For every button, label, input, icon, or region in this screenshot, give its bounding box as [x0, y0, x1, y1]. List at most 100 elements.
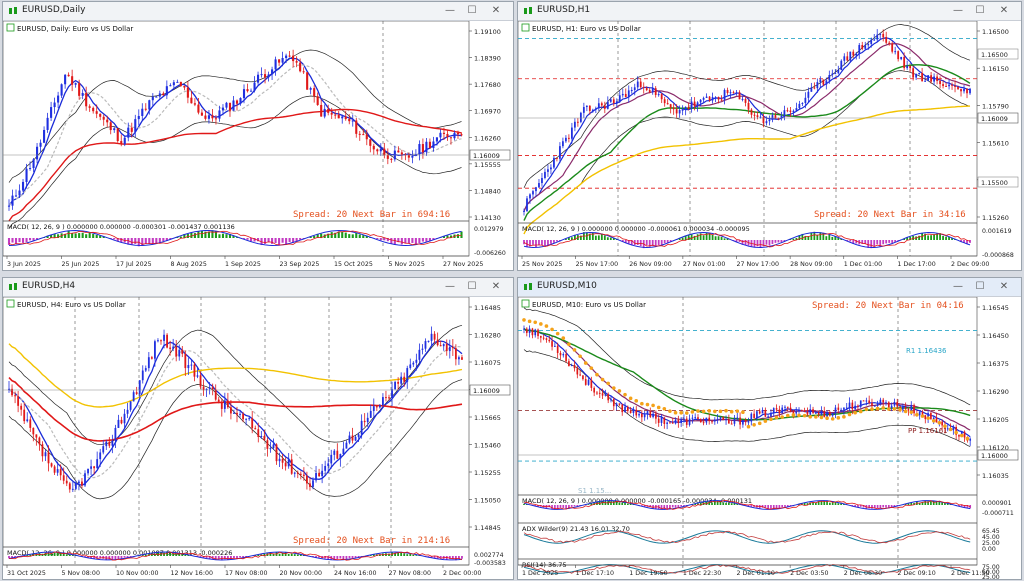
candle-body: [761, 409, 764, 414]
candle-body: [624, 406, 626, 413]
candle-body: [256, 74, 260, 83]
candle-body: [792, 411, 795, 414]
candle-body: [846, 56, 849, 61]
candle-body: [406, 368, 409, 382]
candle-body: [806, 411, 809, 415]
candle-body: [269, 448, 272, 450]
close-button[interactable]: ✕: [999, 281, 1009, 292]
minimize-button[interactable]: —: [953, 5, 963, 16]
parabolic-sar-dot: [847, 412, 852, 417]
parabolic-sar-dot: [645, 402, 650, 407]
candle-body: [854, 405, 856, 410]
chart-window-m10[interactable]: EURUSD,M10 — ☐ ✕ 1.16545 1.16450 1.16375 1.…: [517, 277, 1022, 580]
candle-body: [800, 409, 803, 411]
candle-body: [193, 103, 196, 105]
candle-body: [615, 101, 618, 104]
candle-body: [383, 148, 386, 156]
candle-body: [105, 441, 108, 447]
time-tick-label: 5 Nov 08:00: [62, 570, 100, 577]
candle-body: [550, 167, 552, 170]
maximize-button[interactable]: ☐: [975, 5, 985, 16]
price-chart[interactable]: 1.16545 1.16450 1.16375 1.16290 1.16205 1.161…: [518, 297, 1021, 579]
price-tick-label: 1.16120: [982, 444, 1009, 452]
window-titlebar[interactable]: EURUSD,M10 — ☐ ✕: [518, 278, 1021, 297]
candle-body: [690, 101, 693, 109]
candle-body: [28, 168, 32, 170]
candle-body: [29, 419, 32, 428]
candle-body: [230, 407, 232, 414]
candle-body: [747, 102, 750, 110]
candle-body: [789, 110, 792, 113]
price-tick-label: 1.15665: [474, 414, 501, 422]
candle-body: [394, 381, 396, 390]
parabolic-sar-dot: [662, 406, 667, 411]
close-button[interactable]: ✕: [491, 5, 501, 16]
candle-body: [855, 53, 858, 56]
candle-body: [739, 417, 741, 425]
candle-body: [876, 34, 879, 40]
chart-window-h1[interactable]: EURUSD,H1 — ☐ ✕ 1.16500 1.16150 1.15790 1.1…: [517, 1, 1022, 271]
maximize-button[interactable]: ☐: [975, 281, 985, 292]
candle-body: [717, 97, 720, 100]
chart-symbol-label: EURUSD, M10: Euro vs US Dollar: [532, 301, 646, 309]
maximize-button[interactable]: ☐: [467, 5, 477, 16]
candle-body: [190, 97, 193, 104]
window-titlebar[interactable]: EURUSD,Daily — ☐ ✕: [3, 2, 513, 21]
candle-body: [729, 92, 732, 94]
candle-body: [756, 115, 759, 118]
chart-window-daily[interactable]: EURUSD,Daily — ☐ ✕ 1.19100 1.18390 1.17680…: [2, 1, 514, 271]
parabolic-sar-dot: [567, 342, 571, 347]
candle-body: [906, 65, 909, 69]
chart-icon: [524, 7, 532, 14]
candle-body: [403, 376, 406, 382]
minimize-button[interactable]: —: [953, 281, 963, 292]
candle-body: [165, 86, 168, 96]
candle-body: [421, 348, 424, 350]
time-tick-label: 27 Nov 17:00: [737, 261, 779, 268]
price-tick-label: 1.17680: [474, 81, 501, 89]
chart-window-h4[interactable]: EURUSD,H4 — ☐ ✕ 1.16485 1.16280 1.16075 1.1…: [2, 277, 514, 580]
candle-body: [445, 344, 448, 352]
candle-body: [102, 116, 105, 120]
close-button[interactable]: ✕: [999, 5, 1009, 16]
candle-body: [539, 336, 542, 338]
candle-body: [714, 97, 717, 99]
candle-body: [183, 85, 186, 88]
candle-body: [166, 334, 168, 348]
candle-body: [840, 409, 842, 411]
window-titlebar[interactable]: EURUSD,H1 — ☐ ✕: [518, 2, 1021, 21]
candle-body: [53, 102, 56, 108]
candle-body: [207, 115, 210, 119]
candle-body: [948, 84, 950, 87]
price-tick-label: 1.16150: [982, 65, 1009, 73]
candle-body: [876, 404, 879, 406]
time-tick-label: 2 Dec 00:00: [443, 570, 481, 577]
price-tick-label: 1.16970: [474, 108, 501, 116]
window-titlebar[interactable]: EURUSD,H4 — ☐ ✕: [3, 278, 513, 297]
price-chart[interactable]: 1.19100 1.18390 1.17680 1.16970 1.16260 1.155…: [3, 21, 513, 270]
candle-body: [448, 346, 451, 352]
adx-line-main: [523, 530, 971, 544]
time-tick-label: 2 Dec 11:50: [951, 570, 989, 577]
candle-body: [603, 105, 606, 109]
price-chart[interactable]: 1.165001.161501.157901.156101.154301.152…: [518, 21, 1021, 270]
price-chart[interactable]: 1.164851.162801.160751.158701.156651.154…: [3, 297, 513, 579]
parabolic-sar-dot: [595, 372, 599, 377]
candle-body: [831, 73, 834, 76]
candle-body: [768, 119, 771, 122]
candle-body: [327, 463, 330, 466]
parabolic-sar-dot: [634, 399, 639, 403]
candle-body: [544, 171, 546, 178]
minimize-button[interactable]: —: [445, 281, 455, 292]
parabolic-sar-dot: [887, 407, 891, 411]
adx-tick-label: 45.00: [982, 534, 1000, 541]
close-button[interactable]: ✕: [491, 281, 501, 292]
candle-body: [851, 402, 854, 410]
candle-body: [433, 333, 436, 340]
maximize-button[interactable]: ☐: [467, 281, 477, 292]
price-tick-label: 1.16260: [474, 134, 501, 142]
minimize-button[interactable]: —: [445, 5, 455, 16]
candle-body: [789, 407, 792, 412]
candle-body: [570, 127, 573, 139]
macd-tick-label: 0.002774: [474, 552, 504, 559]
